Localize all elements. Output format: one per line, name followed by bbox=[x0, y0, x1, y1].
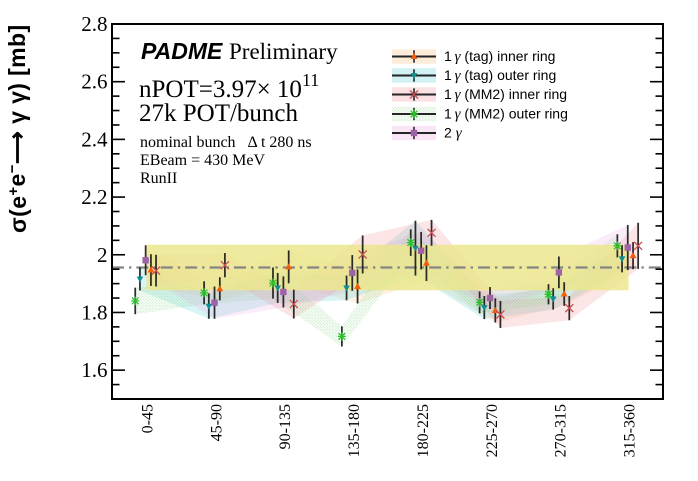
svg-text:σ(e+e−⟶ γ γ) [mb]: σ(e+e−⟶ γ γ) [mb] bbox=[4, 24, 31, 233]
svg-text:1 γ (MM2) outer ring: 1 γ (MM2) outer ring bbox=[444, 106, 568, 123]
svg-text:270-315: 270-315 bbox=[553, 404, 570, 457]
svg-text:2 γ: 2 γ bbox=[444, 125, 463, 142]
svg-text:PADME: PADME bbox=[141, 38, 223, 64]
svg-text:RunII: RunII bbox=[140, 170, 177, 187]
svg-text:nominal bunch Δ t 280 ns: nominal bunch Δ t 280 ns bbox=[140, 134, 312, 151]
svg-text:1 γ (MM2) inner ring: 1 γ (MM2) inner ring bbox=[444, 86, 567, 103]
svg-text:45-90: 45-90 bbox=[208, 404, 225, 441]
svg-text:2.2: 2.2 bbox=[81, 185, 107, 209]
svg-text:225-270: 225-270 bbox=[484, 404, 501, 457]
svg-text:1.8: 1.8 bbox=[81, 301, 107, 325]
svg-text:180-225: 180-225 bbox=[415, 404, 432, 457]
svg-text:1 γ (tag) outer ring: 1 γ (tag) outer ring bbox=[444, 67, 556, 84]
svg-text:2.8: 2.8 bbox=[81, 12, 107, 36]
svg-text:EBeam = 430 MeV: EBeam = 430 MeV bbox=[140, 152, 265, 169]
svg-text:135-180: 135-180 bbox=[346, 404, 363, 457]
svg-text:2.6: 2.6 bbox=[81, 70, 107, 94]
svg-text:Preliminary: Preliminary bbox=[229, 39, 338, 64]
svg-text:1.6: 1.6 bbox=[81, 358, 107, 382]
svg-text:27k POT/bunch: 27k POT/bunch bbox=[139, 100, 299, 127]
svg-text:315-360: 315-360 bbox=[622, 404, 639, 457]
svg-text:nPOT=3.97× 1011: nPOT=3.97× 1011 bbox=[139, 70, 319, 103]
svg-text:2: 2 bbox=[97, 243, 108, 267]
svg-text:2.4: 2.4 bbox=[81, 127, 108, 151]
svg-text:1 γ (tag) inner ring: 1 γ (tag) inner ring bbox=[444, 48, 555, 65]
svg-text:90-135: 90-135 bbox=[277, 404, 294, 449]
svg-text:0-45: 0-45 bbox=[139, 404, 156, 433]
